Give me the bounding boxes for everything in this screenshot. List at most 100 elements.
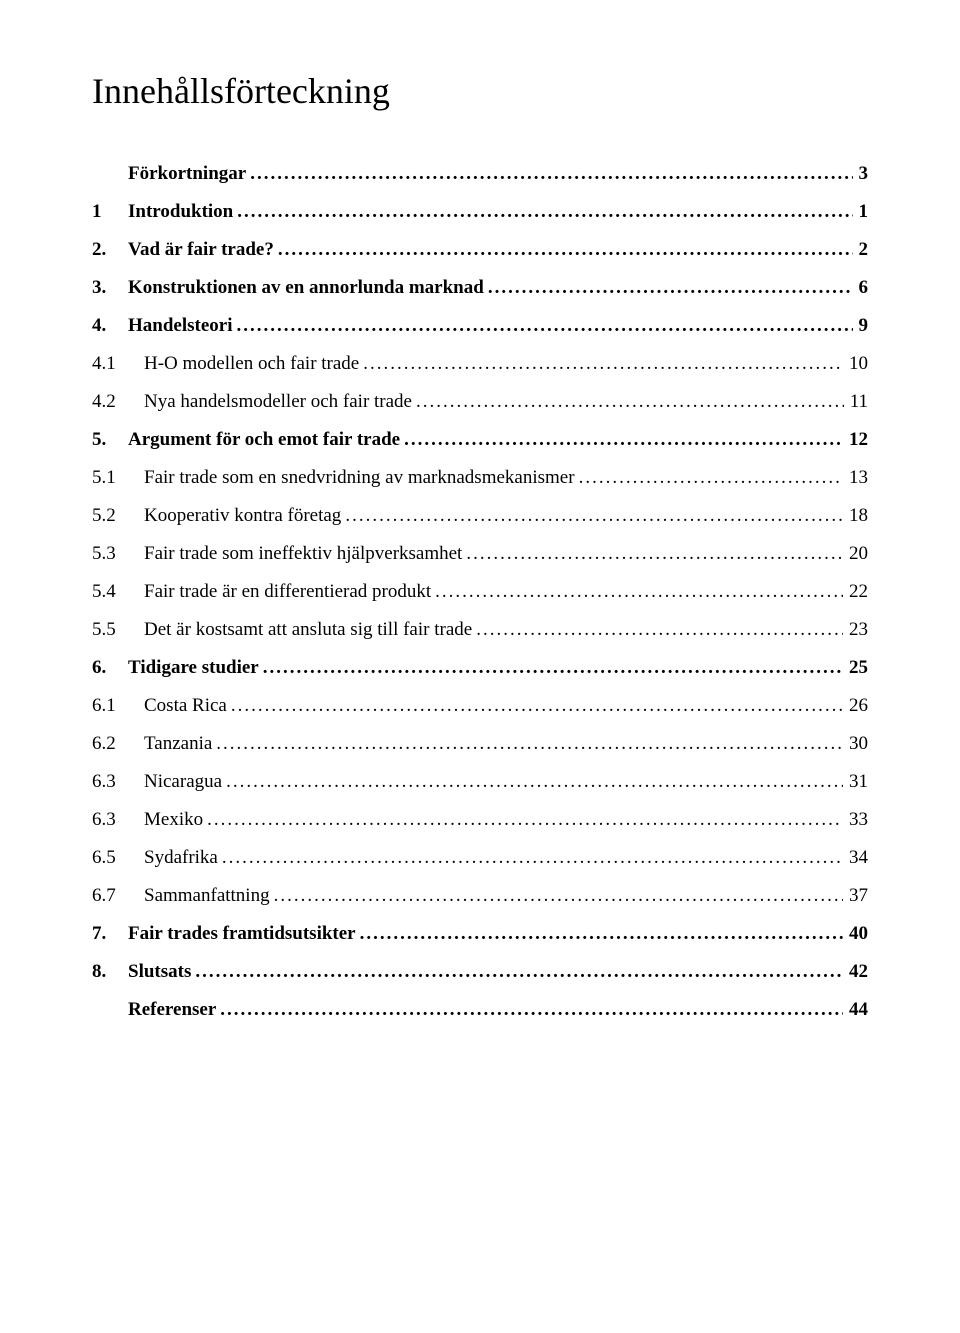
toc-entry-page: 34: [849, 848, 868, 867]
toc-entry-leader-dots: [237, 202, 852, 221]
toc-entry: 6.3Mexiko33: [92, 810, 868, 829]
toc-entry: 5.1Fair trade som en snedvridning av mar…: [92, 468, 868, 487]
toc-entry-leader-dots: [404, 430, 843, 449]
toc-entry-label: Mexiko: [144, 810, 203, 829]
toc-entry-leader-dots: [476, 620, 843, 639]
toc-entry-number: 5.4: [92, 582, 144, 601]
toc-entry-label: Konstruktionen av en annorlunda marknad: [128, 278, 484, 297]
toc-entry-number: 5.2: [92, 506, 144, 525]
toc-entry: 2.Vad är fair trade? 2: [92, 240, 868, 259]
toc-entry: 6.2Tanzania 30: [92, 734, 868, 753]
toc-entry-leader-dots: [216, 734, 843, 753]
toc-entry: 7.Fair trades framtidsutsikter 40: [92, 924, 868, 943]
toc-entry: 4.2Nya handelsmodeller och fair trade11: [92, 392, 868, 411]
toc-entry-page: 23: [849, 620, 868, 639]
toc-entry-number: 2.: [92, 240, 128, 259]
toc-entry-page: 37: [849, 886, 868, 905]
toc-entry-page: 3: [859, 164, 869, 183]
toc-entry: 4.Handelsteori 9: [92, 316, 868, 335]
toc-entry-number: 5.5: [92, 620, 144, 639]
toc-entry-label: Fair trades framtidsutsikter: [128, 924, 356, 943]
toc-entry-page: 30: [849, 734, 868, 753]
toc-entry: 5.5Det är kostsamt att ansluta sig till …: [92, 620, 868, 639]
page-container: Innehållsförteckning Förkortningar31Intr…: [0, 0, 960, 1333]
toc-entry-leader-dots: [231, 696, 843, 715]
toc-entry-label: Vad är fair trade?: [128, 240, 274, 259]
toc-entry-label: Fair trade som en snedvridning av markna…: [144, 468, 575, 487]
toc-entry: 6.Tidigare studier25: [92, 658, 868, 677]
toc-entry-page: 9: [859, 316, 869, 335]
toc-entry-leader-dots: [360, 924, 843, 943]
toc-entry-page: 44: [849, 1000, 868, 1019]
toc-entry-page: 10: [849, 354, 868, 373]
toc-entry-leader-dots: [488, 278, 853, 297]
toc-entry: 5.Argument för och emot fair trade 12: [92, 430, 868, 449]
toc-entry-number: 6.7: [92, 886, 144, 905]
toc-entry: 8.Slutsats 42: [92, 962, 868, 981]
toc-entry-number: 1: [92, 202, 128, 221]
toc-entry-label: Nicaragua: [144, 772, 222, 791]
toc-entry-number: 5.: [92, 430, 128, 449]
toc-entry-number: 8.: [92, 962, 128, 981]
toc-entry-number: 6.5: [92, 848, 144, 867]
toc-entry: 6.7Sammanfattning37: [92, 886, 868, 905]
toc-entry-label: Costa Rica: [144, 696, 227, 715]
toc-entry-number: 6.3: [92, 772, 144, 791]
toc-entry-leader-dots: [416, 392, 844, 411]
toc-entry-leader-dots: [237, 316, 853, 335]
toc-entry-label: Kooperativ kontra företag: [144, 506, 341, 525]
toc-title: Innehållsförteckning: [92, 70, 868, 112]
toc-entry: 1Introduktion1: [92, 202, 868, 221]
toc-entry: 5.2Kooperativ kontra företag 18: [92, 506, 868, 525]
toc-entry-page: 18: [849, 506, 868, 525]
toc-entry-page: 26: [849, 696, 868, 715]
toc-entry-page: 13: [849, 468, 868, 487]
toc-entry: 6.1Costa Rica 26: [92, 696, 868, 715]
toc-entry-page: 1: [859, 202, 869, 221]
toc-entry-leader-dots: [435, 582, 843, 601]
toc-entry-number: 4.2: [92, 392, 144, 411]
toc-entry-label: Handelsteori: [128, 316, 233, 335]
toc-entry-number: 4.: [92, 316, 128, 335]
toc-entry-label: Förkortningar: [128, 164, 246, 183]
toc-entry: 6.5Sydafrika34: [92, 848, 868, 867]
toc-entry-number: 5.1: [92, 468, 144, 487]
toc-entry-page: 2: [859, 240, 869, 259]
toc-entry-number: 7.: [92, 924, 128, 943]
toc-entry-label: Nya handelsmodeller och fair trade: [144, 392, 412, 411]
toc-entry-page: 22: [849, 582, 868, 601]
toc-entry: 5.4Fair trade är en differentierad produ…: [92, 582, 868, 601]
toc-entry-label: H-O modellen och fair trade: [144, 354, 359, 373]
toc-entry-leader-dots: [579, 468, 843, 487]
toc-entry-leader-dots: [278, 240, 853, 259]
toc-entry-leader-dots: [207, 810, 843, 829]
toc-entry-number: 4.1: [92, 354, 144, 373]
toc-entry-page: 12: [849, 430, 868, 449]
toc-entry-number: 6.: [92, 658, 128, 677]
toc-entry-page: 42: [849, 962, 868, 981]
toc-entry-label: Fair trade som ineffektiv hjälpverksamhe…: [144, 544, 462, 563]
toc-entry-number: 3.: [92, 278, 128, 297]
toc-entry-leader-dots: [195, 962, 843, 981]
toc-entry: Förkortningar 3: [92, 164, 868, 183]
toc-list: Förkortningar31Introduktion12.Vad är fai…: [92, 164, 868, 1019]
toc-entry-leader-dots: [274, 886, 843, 905]
toc-entry-page: 31: [849, 772, 868, 791]
toc-entry-label: Introduktion: [128, 202, 233, 221]
toc-entry-label: Fair trade är en differentierad produkt: [144, 582, 431, 601]
toc-entry-leader-dots: [345, 506, 843, 525]
toc-entry-page: 40: [849, 924, 868, 943]
toc-entry-page: 25: [849, 658, 868, 677]
toc-entry-label: Slutsats: [128, 962, 191, 981]
toc-entry-leader-dots: [263, 658, 843, 677]
toc-entry-label: Det är kostsamt att ansluta sig till fai…: [144, 620, 472, 639]
toc-entry-label: Argument för och emot fair trade: [128, 430, 400, 449]
toc-entry-number: 6.1: [92, 696, 144, 715]
toc-entry-page: 20: [849, 544, 868, 563]
toc-entry-leader-dots: [250, 164, 852, 183]
toc-entry-leader-dots: [220, 1000, 843, 1019]
toc-entry: 6.3Nicaragua 31: [92, 772, 868, 791]
toc-entry-number: 6.2: [92, 734, 144, 753]
toc-entry: 3.Konstruktionen av en annorlunda markna…: [92, 278, 868, 297]
toc-entry-label: Tanzania: [144, 734, 212, 753]
